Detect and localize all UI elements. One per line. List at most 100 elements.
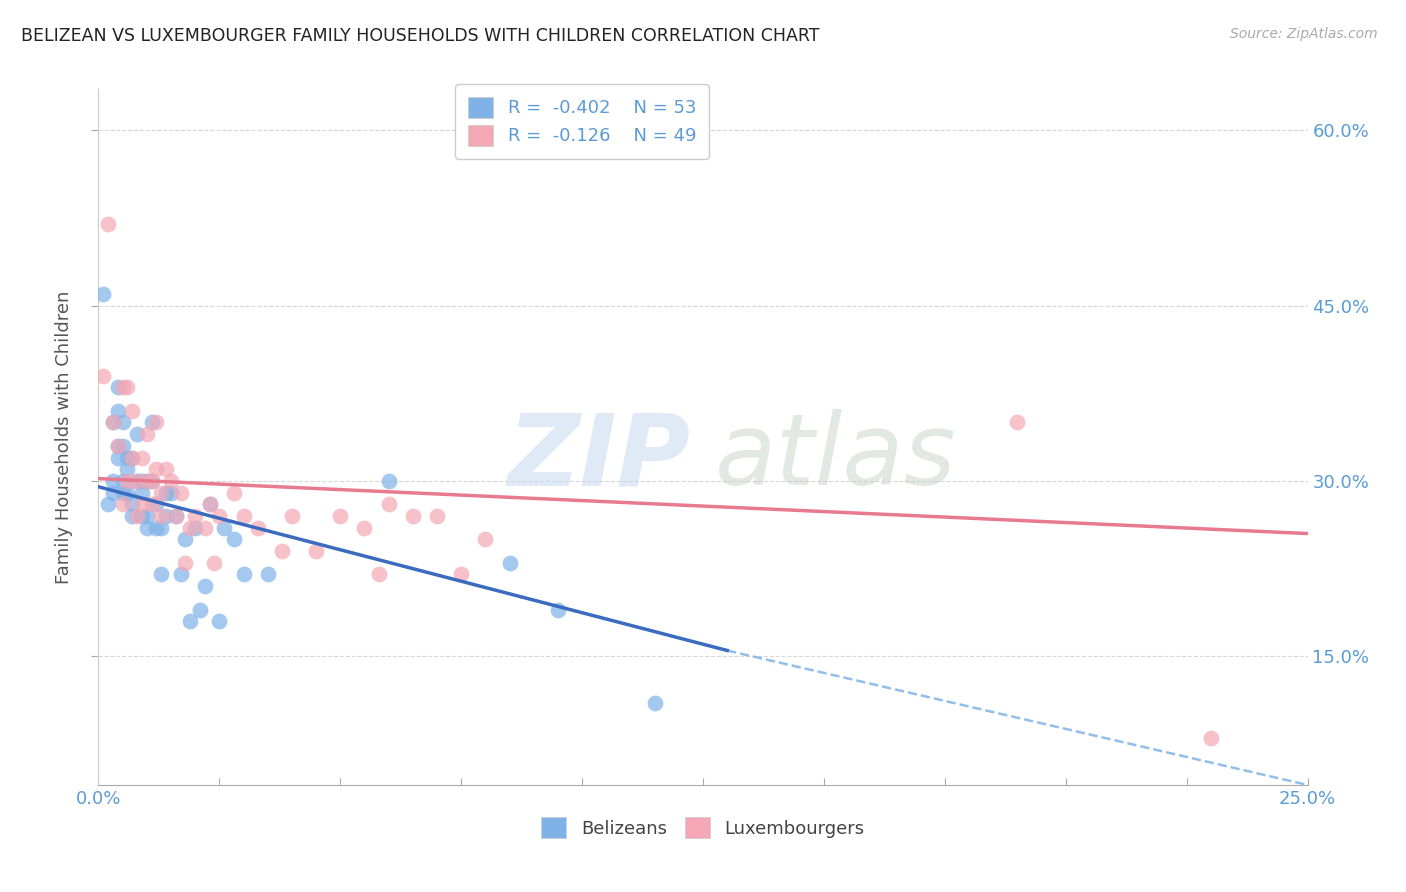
- Point: [188, 602, 211, 616]
- Legend: Belizeans, Luxembourgers: Belizeans, Luxembourgers: [534, 810, 872, 846]
- Point: [198, 497, 221, 511]
- Point: [97, 497, 120, 511]
- Point: [150, 508, 173, 523]
- Point: [141, 497, 163, 511]
- Point: [368, 567, 391, 582]
- Point: [145, 497, 167, 511]
- Point: [91, 368, 114, 383]
- Point: [121, 508, 143, 523]
- Point: [1199, 731, 1222, 746]
- Point: [111, 497, 134, 511]
- Point: [271, 544, 294, 558]
- Point: [169, 485, 191, 500]
- Point: [169, 567, 191, 582]
- Text: ZIP: ZIP: [508, 409, 690, 507]
- Point: [107, 380, 129, 394]
- Point: [305, 544, 328, 558]
- Point: [127, 427, 149, 442]
- Point: [131, 450, 153, 465]
- Point: [377, 474, 399, 488]
- Point: [212, 521, 235, 535]
- Text: BELIZEAN VS LUXEMBOURGER FAMILY HOUSEHOLDS WITH CHILDREN CORRELATION CHART: BELIZEAN VS LUXEMBOURGER FAMILY HOUSEHOL…: [21, 27, 820, 45]
- Point: [117, 450, 139, 465]
- Point: [101, 485, 124, 500]
- Point: [97, 217, 120, 231]
- Point: [150, 485, 173, 500]
- Point: [131, 497, 153, 511]
- Text: atlas: atlas: [716, 409, 956, 507]
- Point: [145, 462, 167, 476]
- Point: [141, 474, 163, 488]
- Point: [450, 567, 472, 582]
- Point: [222, 485, 245, 500]
- Point: [117, 380, 139, 394]
- Point: [145, 416, 167, 430]
- Point: [155, 485, 177, 500]
- Point: [101, 416, 124, 430]
- Point: [107, 439, 129, 453]
- Point: [141, 474, 163, 488]
- Point: [222, 533, 245, 547]
- Point: [174, 533, 197, 547]
- Point: [155, 508, 177, 523]
- Point: [179, 614, 201, 628]
- Point: [135, 474, 157, 488]
- Point: [135, 508, 157, 523]
- Text: Source: ZipAtlas.com: Source: ZipAtlas.com: [1230, 27, 1378, 41]
- Point: [131, 485, 153, 500]
- Point: [247, 521, 270, 535]
- Point: [165, 508, 187, 523]
- Point: [194, 579, 217, 593]
- Point: [150, 567, 173, 582]
- Point: [353, 521, 375, 535]
- Point: [208, 614, 231, 628]
- Point: [150, 521, 173, 535]
- Point: [127, 508, 149, 523]
- Point: [204, 556, 226, 570]
- Point: [377, 497, 399, 511]
- Point: [127, 474, 149, 488]
- Point: [256, 567, 278, 582]
- Point: [117, 474, 139, 488]
- Point: [179, 521, 201, 535]
- Point: [165, 508, 187, 523]
- Point: [91, 286, 114, 301]
- Point: [107, 439, 129, 453]
- Point: [160, 474, 183, 488]
- Point: [174, 556, 197, 570]
- Point: [232, 508, 254, 523]
- Point: [547, 602, 569, 616]
- Point: [131, 474, 153, 488]
- Y-axis label: Family Households with Children: Family Households with Children: [55, 291, 73, 583]
- Point: [135, 521, 157, 535]
- Point: [121, 450, 143, 465]
- Point: [155, 462, 177, 476]
- Point: [107, 450, 129, 465]
- Point: [141, 416, 163, 430]
- Point: [194, 521, 217, 535]
- Point: [1007, 416, 1029, 430]
- Point: [135, 427, 157, 442]
- Point: [107, 404, 129, 418]
- Point: [117, 485, 139, 500]
- Point: [121, 404, 143, 418]
- Point: [498, 556, 520, 570]
- Point: [131, 508, 153, 523]
- Point: [111, 474, 134, 488]
- Point: [198, 497, 221, 511]
- Point: [184, 521, 207, 535]
- Point: [474, 533, 496, 547]
- Point: [101, 416, 124, 430]
- Point: [111, 416, 134, 430]
- Point: [121, 497, 143, 511]
- Point: [184, 508, 207, 523]
- Point: [145, 521, 167, 535]
- Point: [644, 696, 666, 710]
- Point: [160, 485, 183, 500]
- Point: [111, 439, 134, 453]
- Point: [426, 508, 449, 523]
- Point: [208, 508, 231, 523]
- Point: [101, 474, 124, 488]
- Point: [402, 508, 425, 523]
- Point: [117, 462, 139, 476]
